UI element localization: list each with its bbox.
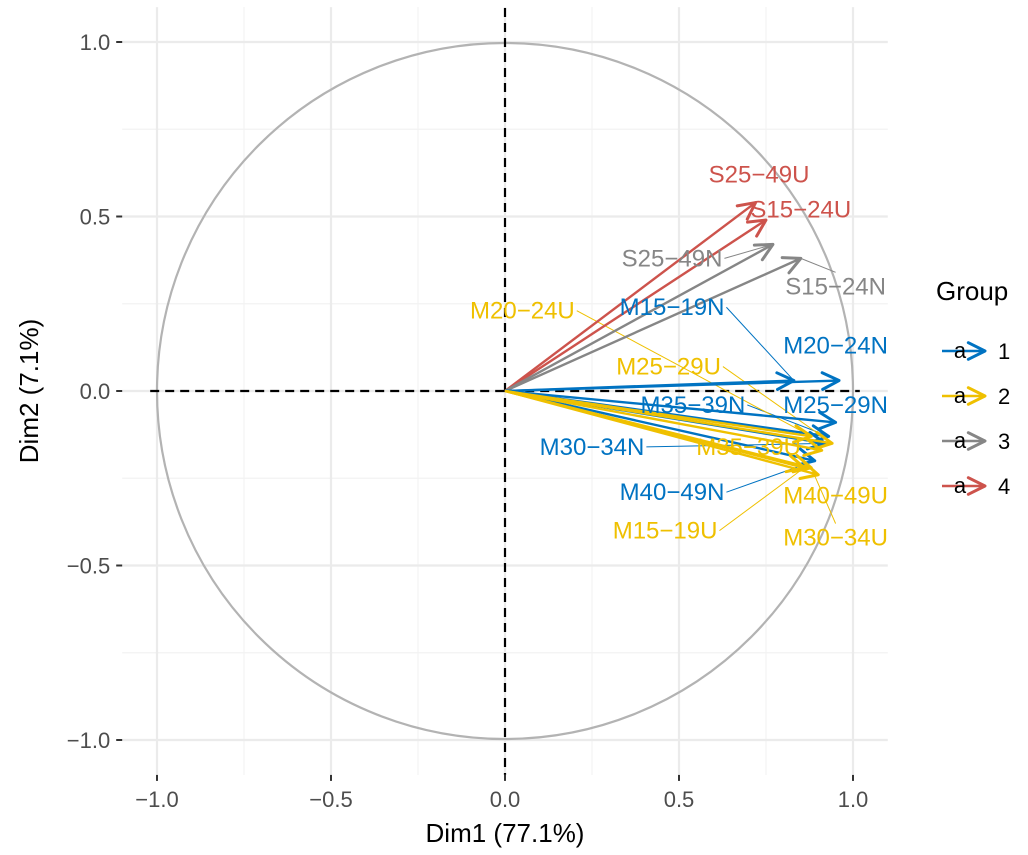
leader-m15-19n <box>726 306 795 381</box>
arrow-m20-24n <box>504 371 841 393</box>
legend-key-glyph: a <box>954 473 967 498</box>
legend-label: 3 <box>998 429 1010 454</box>
x-tick-label: 0.0 <box>490 787 521 812</box>
y-tick-label: −0.5 <box>67 554 110 579</box>
legend-key-glyph: a <box>954 428 967 453</box>
label-s15-24u: S15−24U <box>750 197 851 224</box>
arrow-m25-29n <box>504 389 838 431</box>
legend-key-glyph: a <box>954 383 967 408</box>
y-tick-label: 0.5 <box>80 205 111 230</box>
axes: −1.0 −0.5 0.0 0.5 1.0 −1.0 −0.5 0.0 0.5 1.0 <box>67 30 869 812</box>
legend-label: 4 <box>998 474 1010 499</box>
label-m25-29n: M25−29N <box>783 392 888 419</box>
arrow-m35-39u <box>504 389 824 457</box>
leader-m15-19u <box>719 467 805 532</box>
label-m35-39n: M35−39N <box>641 392 746 419</box>
label-m30-34n: M30−34N <box>540 434 645 461</box>
label-s25-49n: S25−49N <box>622 245 723 272</box>
label-m15-19n: M15−19N <box>620 294 725 321</box>
variable-labels: S25−49U S15−24U S25−49N S15−24N M15−19N M20−2… <box>470 162 888 552</box>
arrow-m40-49n <box>504 389 817 467</box>
arrow-s25-49u <box>504 201 758 392</box>
leader-s15-24n <box>800 257 836 273</box>
label-m15-19u: M15−19U <box>613 518 718 545</box>
label-m40-49n: M40−49N <box>620 479 725 506</box>
label-m35-39u: M35−39U <box>696 434 801 461</box>
label-m40-49u: M40−49U <box>783 483 888 510</box>
label-m25-29u: M25−29U <box>616 354 721 381</box>
y-tick-label: −1.0 <box>67 728 110 753</box>
legend: Group a 1a 2a 3a 4 <box>936 276 1010 499</box>
arrow-s15-24n <box>504 256 803 393</box>
legend-label: 1 <box>998 339 1010 364</box>
variable-arrows <box>504 201 841 481</box>
y-tick-label: 1.0 <box>80 30 111 55</box>
label-m30-34u: M30−34U <box>783 525 888 552</box>
y-tick-label: 0.0 <box>80 379 111 404</box>
arrow-m15-19u <box>504 389 806 474</box>
arrow-s15-24u <box>504 218 768 393</box>
label-m20-24n: M20−24N <box>783 333 888 360</box>
leader-m30-34n <box>646 442 826 448</box>
legend-key-glyph: a <box>954 338 967 363</box>
x-tick-label: 0.5 <box>664 787 695 812</box>
arrow-m25-29u <box>504 389 834 451</box>
legend-title: Group <box>936 276 1008 306</box>
x-tick-label: −0.5 <box>309 787 352 812</box>
label-m20-24u: M20−24U <box>470 298 575 325</box>
x-tick-label: −1.0 <box>135 787 178 812</box>
arrow-s25-49n <box>504 242 775 393</box>
y-axis-title: Dim2 (7.1%) <box>14 319 44 463</box>
label-s25-49u: S25−49U <box>709 162 810 189</box>
label-s15-24n: S15−24N <box>785 273 886 300</box>
legend-label: 2 <box>998 384 1010 409</box>
x-tick-label: 1.0 <box>838 787 869 812</box>
x-axis-title: Dim1 (77.1%) <box>426 818 585 848</box>
